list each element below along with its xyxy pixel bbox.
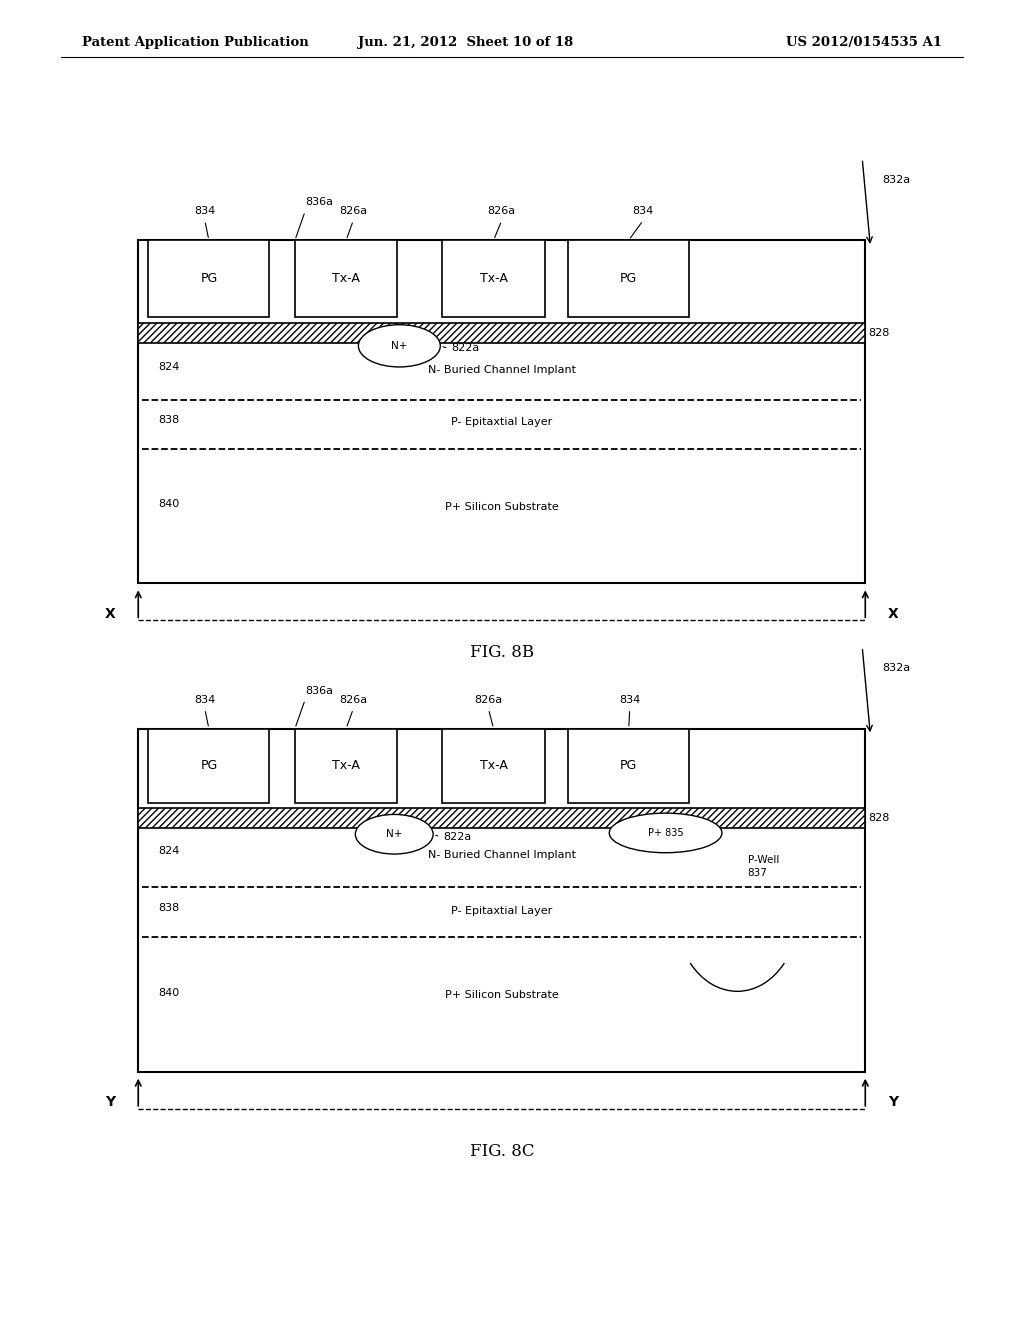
Text: N+: N+ [386, 829, 402, 840]
Bar [148, 729, 269, 803]
Text: P+ Silicon Substrate: P+ Silicon Substrate [444, 990, 559, 1001]
Text: 828: 828 [868, 327, 890, 338]
Bar [442, 240, 545, 317]
Bar [148, 240, 269, 317]
Text: Tx-A: Tx-A [479, 759, 508, 772]
Text: Tx-A: Tx-A [332, 759, 360, 772]
Text: PG: PG [201, 759, 217, 772]
Text: 826a: 826a [339, 694, 368, 705]
Bar [138, 808, 865, 828]
Text: PG: PG [621, 272, 637, 285]
Bar [295, 729, 397, 803]
Text: 834: 834 [195, 206, 215, 216]
Text: P- Epitaxtial Layer: P- Epitaxtial Layer [452, 906, 552, 916]
Ellipse shape [358, 325, 440, 367]
Text: 840: 840 [159, 987, 180, 998]
Bar [568, 240, 689, 317]
Text: P- Epitaxtial Layer: P- Epitaxtial Layer [452, 417, 552, 428]
Text: Jun. 21, 2012  Sheet 10 of 18: Jun. 21, 2012 Sheet 10 of 18 [358, 36, 573, 49]
Bar [138, 240, 865, 583]
Text: 826a: 826a [487, 206, 516, 216]
Text: X: X [105, 607, 116, 620]
Text: FIG. 8B: FIG. 8B [470, 644, 534, 660]
Text: 840: 840 [159, 499, 180, 510]
Text: FIG. 8C: FIG. 8C [470, 1143, 534, 1159]
Text: 822a: 822a [443, 832, 472, 842]
Text: PG: PG [201, 272, 217, 285]
Text: 826a: 826a [339, 206, 368, 216]
Text: X: X [888, 607, 898, 620]
Text: 832a: 832a [883, 663, 910, 673]
Bar [138, 323, 865, 343]
Ellipse shape [355, 814, 433, 854]
Text: 834: 834 [195, 694, 215, 705]
Text: 828: 828 [868, 813, 890, 824]
Text: 824: 824 [159, 362, 180, 372]
Text: 836a: 836a [305, 197, 333, 207]
Text: 838: 838 [159, 903, 180, 913]
Bar [138, 729, 865, 1072]
Text: P-Well
837: P-Well 837 [748, 855, 779, 878]
Text: Tx-A: Tx-A [332, 272, 360, 285]
Bar [568, 729, 689, 803]
Ellipse shape [609, 813, 722, 853]
Text: 826a: 826a [474, 694, 503, 705]
Text: P+ Silicon Substrate: P+ Silicon Substrate [444, 502, 559, 512]
Text: N+: N+ [391, 341, 408, 351]
Text: PG: PG [621, 759, 637, 772]
Text: Tx-A: Tx-A [479, 272, 508, 285]
Text: Y: Y [105, 1096, 116, 1109]
Text: US 2012/0154535 A1: US 2012/0154535 A1 [786, 36, 942, 49]
Text: 838: 838 [159, 414, 180, 425]
Text: 834: 834 [620, 694, 640, 705]
Text: Y: Y [888, 1096, 898, 1109]
Text: N- Buried Channel Implant: N- Buried Channel Implant [428, 364, 575, 375]
Text: N- Buried Channel Implant: N- Buried Channel Implant [428, 850, 575, 861]
Text: 836a: 836a [305, 685, 333, 696]
Text: 832a: 832a [883, 174, 910, 185]
Text: 824: 824 [159, 846, 180, 857]
Text: Patent Application Publication: Patent Application Publication [82, 36, 308, 49]
Text: P+ 835: P+ 835 [648, 828, 683, 838]
Bar [295, 240, 397, 317]
Text: 822a: 822a [452, 343, 480, 354]
Bar [442, 729, 545, 803]
Text: 834: 834 [633, 206, 653, 216]
